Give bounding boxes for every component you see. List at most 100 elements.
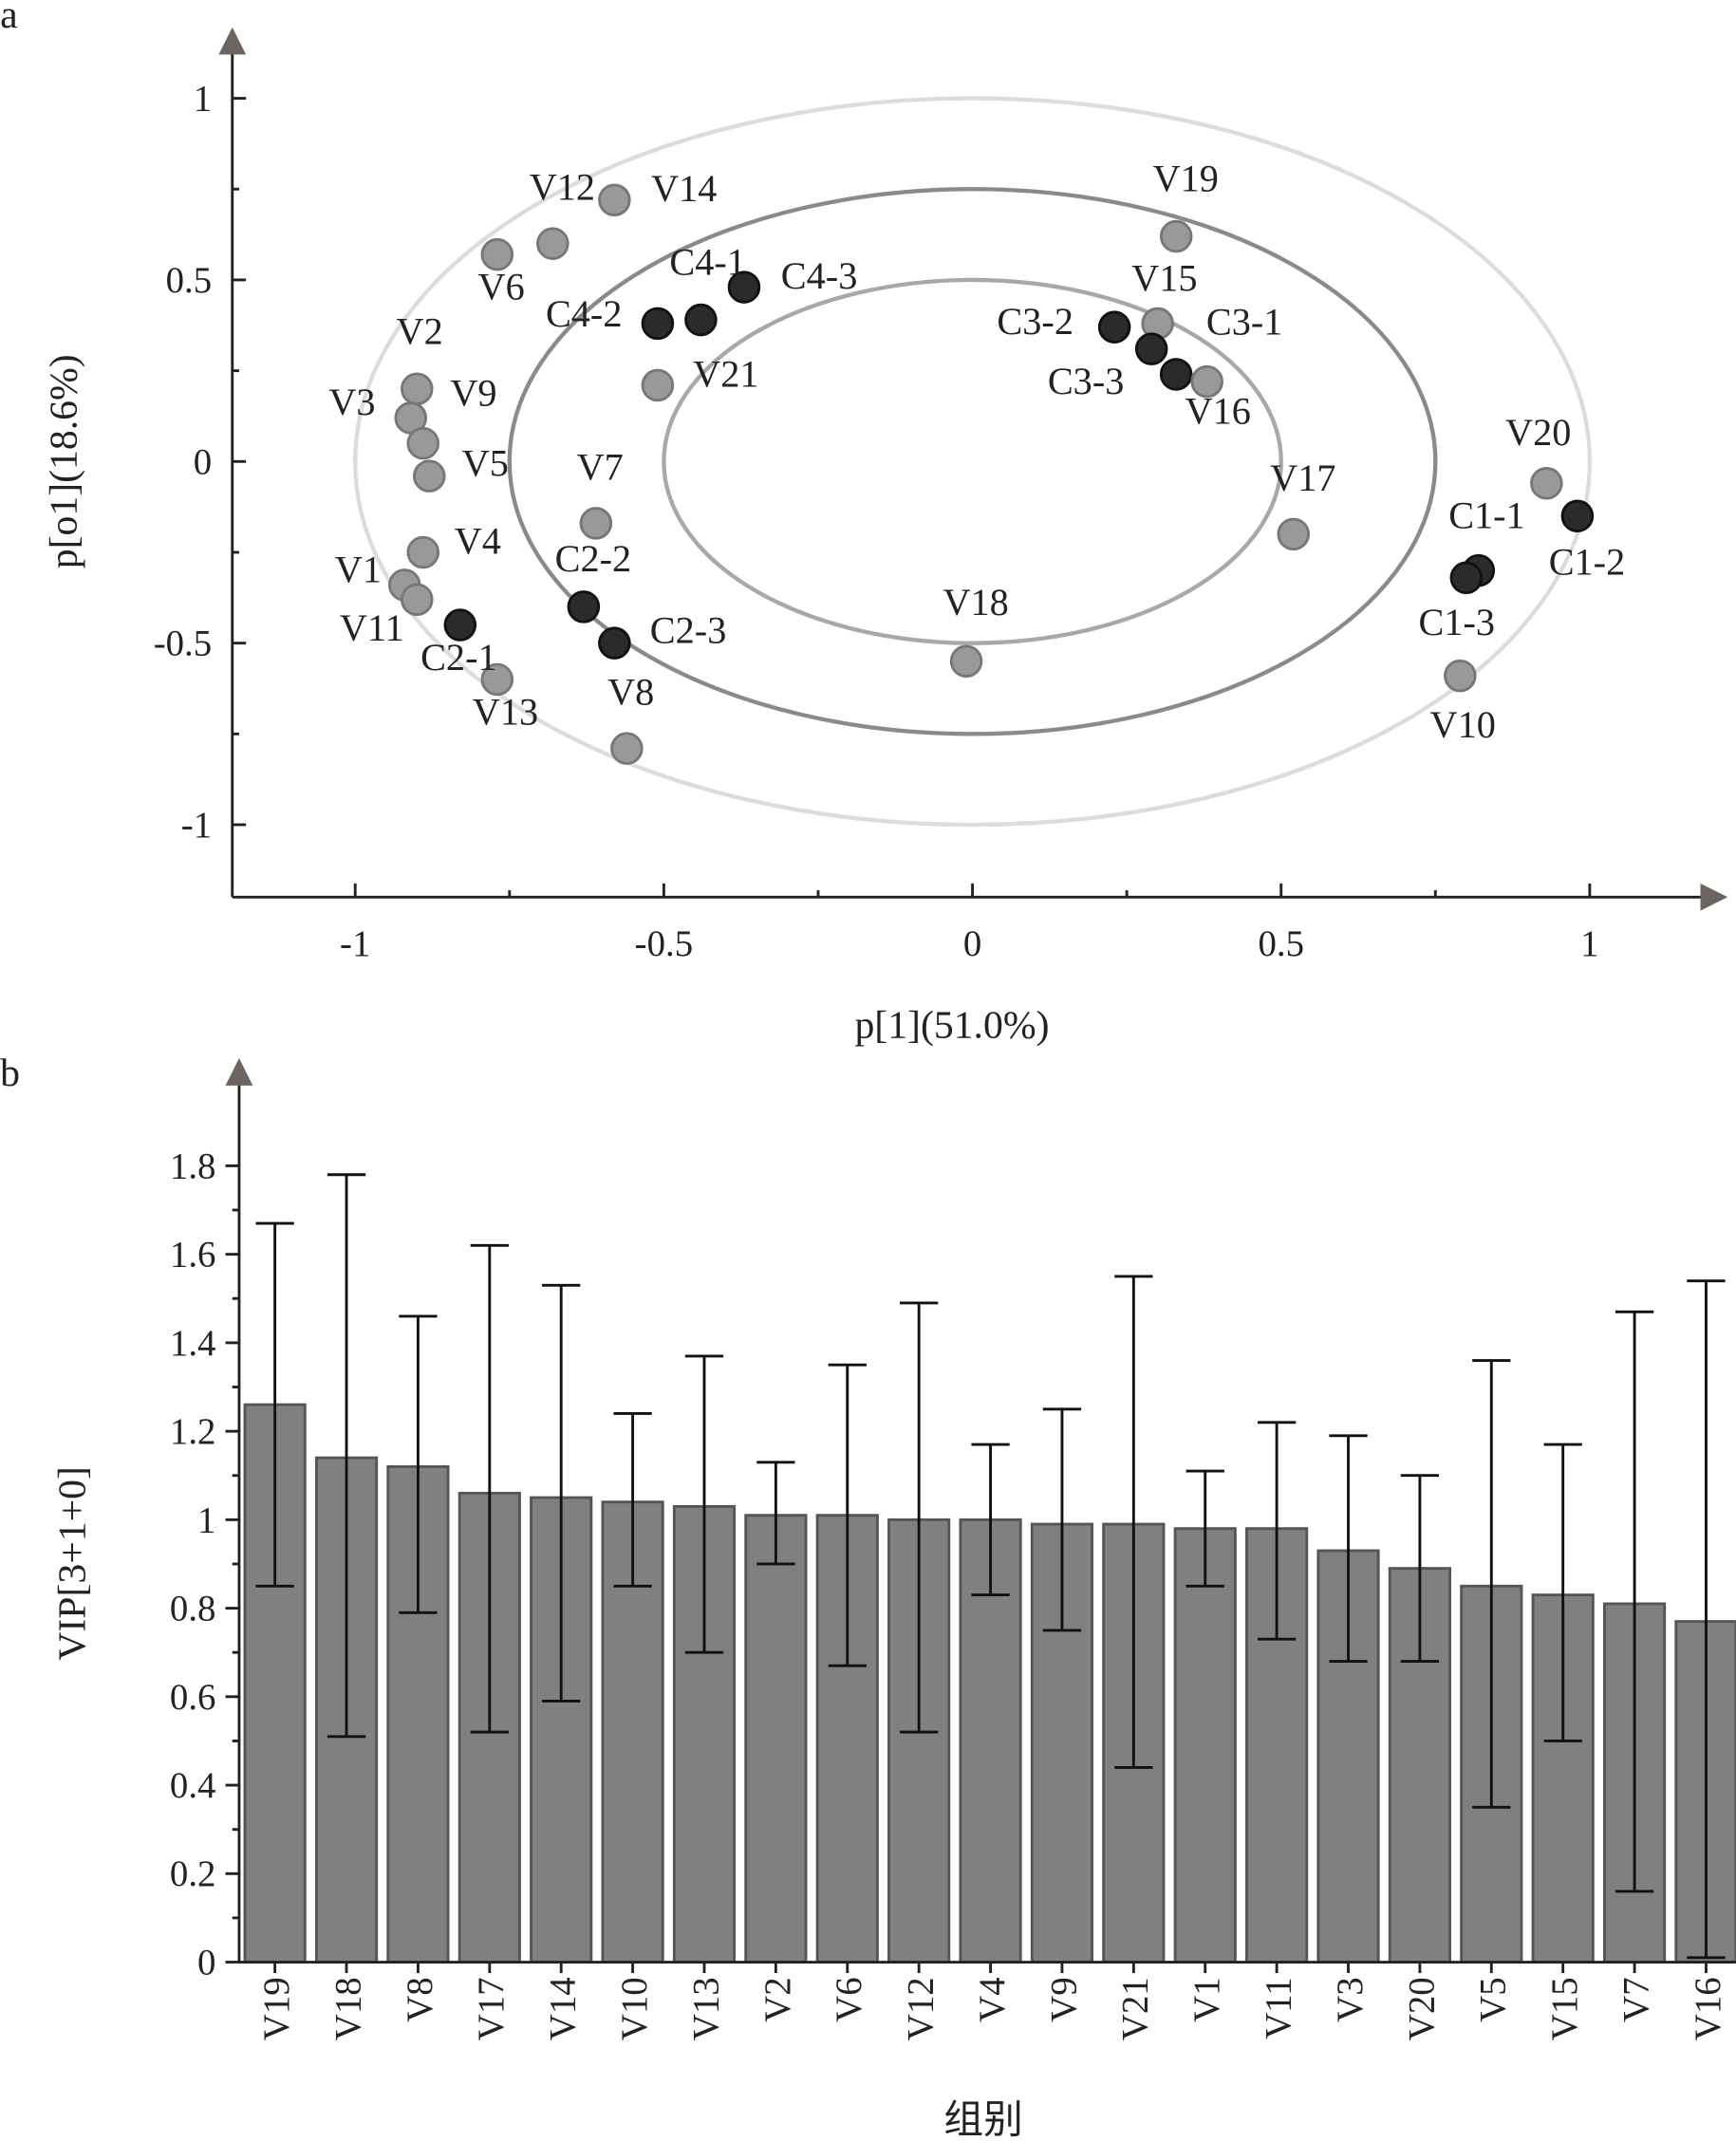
point-C3-2 [1097, 310, 1131, 344]
point-label: C4-1 [669, 241, 746, 284]
x-tick-label: V16 [1688, 1977, 1728, 2040]
x-tick-label: V13 [685, 1977, 726, 2040]
point-C3-1 [1159, 358, 1193, 391]
point-V13 [480, 662, 514, 697]
x-tick-label: V12 [901, 1977, 942, 2040]
x-tick-label: V8 [400, 1977, 440, 2021]
point-V21 [641, 368, 675, 402]
point-label: C3-2 [997, 300, 1073, 343]
confidence-ellipse [662, 277, 1283, 645]
bar-V1 [1173, 1527, 1237, 1964]
point-C3-3 [1134, 332, 1168, 365]
scatter-x-label: p[1](51.0%) [854, 1003, 1049, 1047]
point-label: V16 [1185, 390, 1251, 433]
y-tick-label: 1.2 [170, 1411, 216, 1452]
y-tick-label: 1.4 [170, 1323, 216, 1364]
y-tick-label: 0.4 [170, 1765, 216, 1806]
point-label: V17 [1270, 456, 1335, 499]
y-tick-label: 1.6 [170, 1235, 216, 1275]
point-V10 [1444, 659, 1477, 693]
point-label: C4-2 [546, 292, 623, 335]
point-C4-1 [684, 303, 718, 337]
panel-a-label: a [0, 0, 18, 37]
point-label: V7 [577, 445, 624, 488]
x-tick-label: V10 [614, 1977, 655, 2040]
point-label: V15 [1131, 256, 1197, 299]
bar-V2 [744, 1514, 808, 1964]
y-tick-label: -1 [181, 805, 212, 846]
point-label: C3-3 [1048, 360, 1125, 402]
point-V6 [480, 237, 514, 271]
point-label: V2 [397, 309, 443, 352]
point-V17 [1277, 517, 1311, 551]
point-V7 [579, 507, 613, 540]
point-label: V6 [478, 266, 525, 308]
point-label: V11 [340, 606, 404, 649]
y-tick-label: 0 [194, 441, 212, 482]
bar-y-label: VIP[3+1+0] [50, 1466, 94, 1661]
x-tick-label: 0 [963, 923, 981, 964]
point-V16 [1190, 364, 1223, 399]
point-label: V4 [455, 519, 501, 562]
point-V18 [949, 644, 983, 679]
y-tick-label: 1 [197, 1499, 215, 1540]
x-tick-label: V4 [972, 1977, 1013, 2021]
x-tick-label: V11 [1259, 1977, 1299, 2039]
y-tick-label: 1 [194, 79, 212, 120]
point-V14 [598, 183, 631, 217]
bar-x-label: 组别 [943, 2098, 1022, 2141]
point-label: V5 [462, 442, 509, 485]
x-tick-label: 0.5 [1258, 923, 1304, 964]
x-tick-label: V6 [829, 1977, 869, 2021]
x-tick-label: V2 [757, 1977, 798, 2021]
point-C2-2 [567, 590, 601, 624]
x-tick-label: V9 [1043, 1977, 1084, 2021]
x-tick-label: V20 [1401, 1977, 1442, 2040]
point-label: C1-1 [1448, 494, 1525, 537]
x-tick-label: V19 [256, 1977, 297, 2040]
y-tick-label: -0.5 [154, 624, 212, 664]
point-label: V1 [335, 549, 382, 591]
y-tick-label: 0.5 [166, 260, 213, 301]
panel-b-label: b [0, 1052, 20, 1095]
x-tick-label: V15 [1544, 1977, 1585, 2040]
point-C4-2 [641, 307, 675, 341]
point-label: V10 [1430, 703, 1496, 746]
point-V2 [401, 372, 434, 406]
point-label: V21 [693, 352, 758, 395]
point-label: C1-3 [1418, 601, 1495, 643]
point-label: V18 [943, 581, 1008, 624]
scatter-plot: -1 -0.5 0 0.5 1 1 0.5 0 -0.5 -1 V12 V14 V6 C4-1 C4-3 C4… [154, 27, 1728, 964]
point-C4-3 [727, 270, 761, 304]
point-label: C1-2 [1549, 541, 1626, 584]
point-V19 [1159, 219, 1193, 253]
point-label: C2-3 [650, 609, 727, 652]
point-C2-3 [598, 626, 631, 660]
point-label: V8 [607, 671, 654, 714]
y-tick-label: 1.8 [170, 1145, 216, 1186]
point-label: C2-1 [420, 636, 497, 679]
point-label: V3 [328, 381, 375, 423]
point-V11 [401, 583, 434, 617]
x-tick-label: V18 [327, 1977, 368, 2040]
x-tick-label: V3 [1330, 1977, 1371, 2021]
scatter-y-label: p[o1](18.6%) [43, 354, 86, 568]
point-C1-3 [1449, 561, 1484, 595]
point-V8 [610, 732, 644, 765]
point-label: C4-3 [781, 254, 858, 297]
point-V12 [536, 227, 569, 260]
point-label: C2-2 [555, 537, 632, 580]
point-label: V9 [450, 371, 496, 414]
confidence-ellipse [353, 96, 1593, 828]
y-tick-label: 0.2 [170, 1853, 216, 1894]
x-tick-label: V7 [1615, 1977, 1656, 2021]
y-tick-label: 0.6 [170, 1677, 216, 1718]
x-tick-label: -1 [340, 923, 370, 964]
point-V20 [1530, 467, 1563, 500]
y-tick-label: 0 [197, 1942, 215, 1983]
point-V4 [406, 535, 440, 569]
point-V3 [406, 426, 440, 460]
point-label: V13 [473, 690, 538, 733]
x-tick-label: V5 [1473, 1977, 1514, 2021]
